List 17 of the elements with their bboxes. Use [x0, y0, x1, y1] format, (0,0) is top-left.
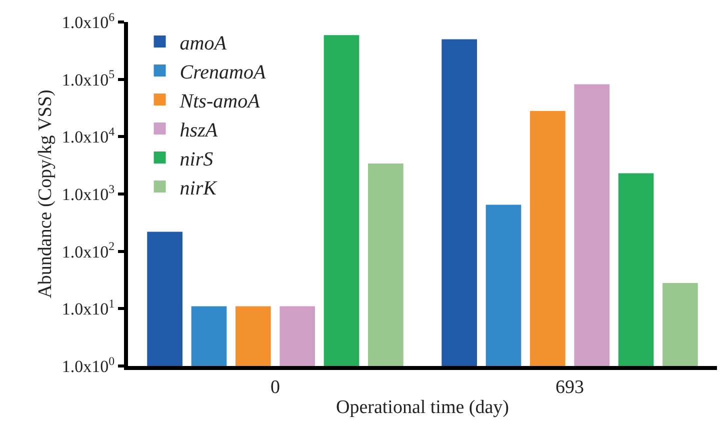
- y-tick-label: 1.0x10$^{4}$: [62, 124, 115, 147]
- legend-label: nirK: [180, 177, 218, 200]
- x-tick-label: 693: [556, 376, 584, 398]
- y-tick-label: 1.0x10$^{0}$: [62, 354, 115, 376]
- legend-label: hszA: [180, 119, 218, 142]
- legend-label: Nts-amoA: [178, 90, 261, 112]
- legend-label: CrenamoA: [180, 61, 266, 84]
- y-tick-label: 1.0x10$^{2}$: [62, 239, 115, 262]
- y-tick-label: 1.0x10$^{1}$: [62, 296, 115, 319]
- y-tick-label: 1.0x10$^{3}$: [62, 182, 115, 204]
- x-tick-label: 0: [270, 376, 280, 398]
- x-axis-title: Operational time (day): [336, 397, 510, 418]
- legend-label: amoA: [180, 32, 228, 54]
- y-tick-label: 1.0x10$^{5}$: [62, 67, 115, 90]
- y-tick-label: 1.0x10$^{6}$: [62, 10, 115, 32]
- y-axis-title: Abundance (Copy/kg VSS): [35, 90, 56, 298]
- legend-label: nirS: [180, 148, 214, 170]
